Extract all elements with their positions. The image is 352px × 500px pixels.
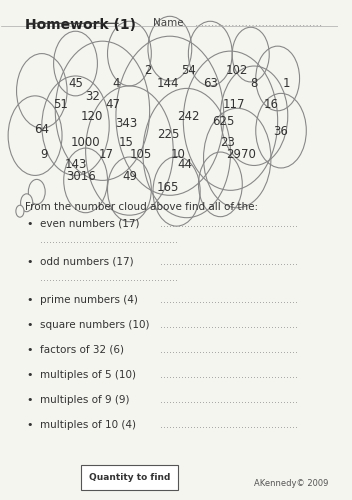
Text: ..............................................: ........................................… (160, 370, 298, 380)
Text: 144: 144 (157, 77, 180, 90)
Text: multiples of 9 (9): multiples of 9 (9) (40, 394, 130, 404)
Circle shape (64, 148, 107, 212)
Text: 225: 225 (157, 128, 180, 141)
Text: •: • (27, 320, 33, 330)
Circle shape (8, 96, 62, 176)
Text: •: • (27, 218, 33, 228)
Circle shape (153, 156, 200, 226)
Text: Homework (1): Homework (1) (25, 18, 136, 32)
Text: •: • (27, 370, 33, 380)
Text: ..............................................: ........................................… (40, 274, 178, 283)
Text: ..............................................: ........................................… (160, 420, 298, 430)
Text: odd numbers (17): odd numbers (17) (40, 257, 134, 267)
Circle shape (86, 86, 173, 215)
Text: factors of 32 (6): factors of 32 (6) (40, 345, 124, 355)
Circle shape (220, 66, 288, 166)
Text: 64: 64 (34, 123, 49, 136)
Text: 143: 143 (64, 158, 87, 171)
Text: 165: 165 (157, 182, 180, 194)
Text: AKennedy© 2009: AKennedy© 2009 (254, 479, 328, 488)
Text: •: • (27, 394, 33, 404)
Text: Name: Name (153, 18, 184, 28)
Text: 44: 44 (177, 158, 193, 171)
Text: 63: 63 (203, 77, 218, 90)
Text: 1000: 1000 (71, 136, 100, 149)
Text: 343: 343 (115, 116, 137, 130)
Text: 32: 32 (85, 90, 100, 104)
Text: 23: 23 (220, 136, 234, 149)
Text: prime numbers (4): prime numbers (4) (40, 295, 138, 305)
Text: 47: 47 (105, 98, 120, 112)
Text: multiples of 5 (10): multiples of 5 (10) (40, 370, 136, 380)
Text: 17: 17 (98, 148, 113, 160)
Text: 9: 9 (40, 148, 47, 160)
Circle shape (256, 46, 300, 111)
Text: ..............................................: ........................................… (160, 257, 298, 267)
Text: •: • (27, 295, 33, 305)
Text: 10: 10 (171, 148, 186, 160)
Text: Quantity to find: Quantity to find (89, 473, 170, 482)
Text: ......................................: ...................................... (195, 18, 323, 28)
Circle shape (256, 94, 306, 168)
Text: •: • (27, 345, 33, 355)
Circle shape (183, 51, 278, 190)
Text: ..............................................: ........................................… (160, 320, 298, 330)
Text: ..............................................: ........................................… (40, 235, 178, 245)
Text: 45: 45 (68, 77, 83, 90)
Text: 102: 102 (226, 64, 249, 76)
Text: 36: 36 (274, 125, 288, 138)
Circle shape (29, 180, 45, 204)
Circle shape (143, 88, 231, 218)
Text: ..............................................: ........................................… (160, 218, 298, 228)
Circle shape (116, 36, 224, 196)
Circle shape (232, 27, 269, 82)
Text: 16: 16 (263, 98, 278, 112)
Circle shape (199, 152, 242, 216)
Text: 51: 51 (53, 98, 68, 112)
Text: ..............................................: ........................................… (160, 345, 298, 355)
Circle shape (107, 22, 151, 86)
Circle shape (55, 41, 150, 180)
Text: even numbers (17): even numbers (17) (40, 218, 140, 228)
Circle shape (17, 54, 67, 128)
Circle shape (16, 206, 24, 217)
Text: multiples of 10 (4): multiples of 10 (4) (40, 420, 136, 430)
Text: 54: 54 (181, 64, 196, 76)
FancyBboxPatch shape (81, 466, 178, 490)
Text: 3016: 3016 (66, 170, 95, 183)
Text: 625: 625 (213, 115, 235, 128)
Text: 1: 1 (282, 77, 290, 90)
Text: •: • (27, 420, 33, 430)
Text: 120: 120 (81, 110, 103, 123)
Text: 2970: 2970 (226, 148, 256, 160)
Text: 242: 242 (177, 110, 200, 123)
Circle shape (188, 22, 232, 86)
Text: 8: 8 (250, 77, 258, 90)
Text: ..............................................: ........................................… (160, 394, 298, 404)
Text: From the number cloud above find all of the:: From the number cloud above find all of … (25, 202, 258, 212)
Circle shape (42, 76, 109, 176)
Text: ..............................................: ........................................… (160, 295, 298, 305)
Circle shape (21, 194, 33, 212)
Text: 49: 49 (122, 170, 137, 183)
Circle shape (148, 16, 192, 81)
Text: 4: 4 (112, 77, 120, 90)
Text: 2: 2 (144, 64, 152, 76)
Circle shape (203, 108, 271, 208)
Text: 117: 117 (222, 98, 245, 112)
Text: 15: 15 (119, 136, 133, 149)
Text: 105: 105 (130, 148, 152, 160)
Circle shape (54, 31, 98, 96)
Text: square numbers (10): square numbers (10) (40, 320, 150, 330)
Text: •: • (27, 257, 33, 267)
Circle shape (107, 157, 151, 222)
